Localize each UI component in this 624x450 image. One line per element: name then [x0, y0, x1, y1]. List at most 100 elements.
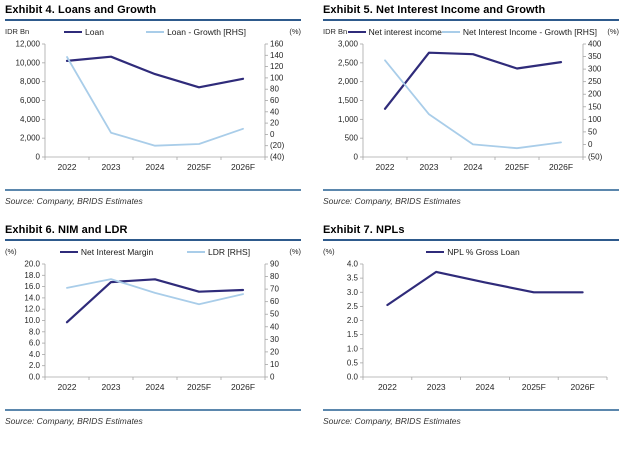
line-chart: 12,000 10,000 8,000 6,000 4,000 2,000 0 160 140 1… — [16, 40, 285, 173]
exhibit-4-panel: Exhibit 4. Loans and Growth IDR Bn Loan L… — [5, 4, 301, 206]
legend-item: Net Interest Margin — [59, 247, 153, 257]
svg-text:2,500: 2,500 — [338, 58, 359, 67]
legend-label: Net Interest Income - Growth [RHS] — [462, 26, 597, 37]
svg-text:0: 0 — [588, 140, 593, 149]
svg-text:2025F: 2025F — [522, 382, 546, 392]
svg-text:2026F: 2026F — [571, 382, 595, 392]
svg-text:10.0: 10.0 — [24, 316, 40, 325]
legend-label: Net interest income — [368, 26, 442, 37]
svg-text:1,000: 1,000 — [338, 115, 359, 124]
svg-text:12.0: 12.0 — [24, 305, 40, 314]
svg-text:140: 140 — [270, 51, 284, 60]
svg-text:2022: 2022 — [58, 382, 77, 392]
title-underline — [323, 19, 619, 21]
svg-text:6.0: 6.0 — [29, 339, 41, 348]
title-underline — [323, 239, 619, 241]
svg-text:1.5: 1.5 — [347, 330, 359, 339]
title-underline — [5, 19, 301, 21]
legend-marker-line — [59, 250, 78, 253]
svg-text:2023: 2023 — [102, 162, 121, 172]
chart-legend: Net interest income Net Interest Income -… — [347, 26, 597, 37]
svg-text:80: 80 — [270, 85, 279, 94]
svg-text:14.0: 14.0 — [24, 293, 40, 302]
svg-text:4,000: 4,000 — [20, 115, 41, 124]
legend-marker-line — [146, 30, 165, 33]
legend-item: Net Interest Income - Growth [RHS] — [441, 26, 597, 37]
exhibit-6-panel: Exhibit 6. NIM and LDR (%) Net Interest … — [5, 224, 301, 426]
svg-text:2023: 2023 — [420, 162, 439, 172]
svg-text:100: 100 — [588, 115, 602, 124]
svg-text:1,500: 1,500 — [338, 96, 359, 105]
svg-text:2.0: 2.0 — [347, 316, 359, 325]
chart-header: (%) Net Interest Margin LDR [RHS] (%) — [5, 245, 301, 258]
exhibit-7-panel: Exhibit 7. NPLs (%) NPL % Gross Loan 4.0… — [323, 224, 619, 426]
svg-text:500: 500 — [345, 134, 359, 143]
svg-text:(20): (20) — [270, 141, 285, 150]
svg-text:2,000: 2,000 — [338, 77, 359, 86]
legend-item: Loan — [64, 27, 104, 37]
right-axis-unit-label: (%) — [607, 27, 619, 36]
source-note: Source: Company, BRIDS Estimates — [5, 196, 143, 206]
svg-text:20.0: 20.0 — [24, 260, 40, 269]
legend-marker-line — [441, 30, 460, 33]
left-axis-unit-label: IDR Bn — [323, 27, 348, 36]
svg-text:0: 0 — [270, 373, 275, 382]
legend-marker-line — [187, 250, 206, 253]
svg-text:70: 70 — [270, 285, 279, 294]
source-divider — [5, 409, 301, 411]
svg-text:8.0: 8.0 — [29, 327, 41, 336]
svg-text:250: 250 — [588, 77, 602, 86]
chart-title: Exhibit 7. NPLs — [323, 224, 405, 236]
svg-text:2025F: 2025F — [187, 162, 211, 172]
svg-text:0: 0 — [36, 153, 41, 162]
left-axis-unit-label: (%) — [323, 247, 335, 256]
svg-text:60: 60 — [270, 297, 279, 306]
svg-text:50: 50 — [588, 127, 597, 136]
svg-text:2022: 2022 — [376, 162, 395, 172]
chart-header: IDR Bn Loan Loan - Growth [RHS] (%) — [5, 25, 301, 38]
chart-legend: Net Interest Margin LDR [RHS] — [43, 247, 267, 257]
source-divider — [323, 409, 619, 411]
svg-text:2026F: 2026F — [231, 382, 255, 392]
line-chart: 4.0 3.5 3.0 2.5 2.0 1.5 1.0 0.5 0.0 2022 2023 2024 2… — [347, 260, 608, 392]
legend-item: Loan - Growth [RHS] — [146, 27, 246, 37]
right-axis-unit-label: (%) — [289, 247, 301, 256]
svg-text:6,000: 6,000 — [20, 96, 41, 105]
left-axis-unit-label: IDR Bn — [5, 27, 30, 36]
svg-text:1.0: 1.0 — [347, 344, 359, 353]
svg-text:160: 160 — [270, 40, 284, 49]
chart-header: (%) NPL % Gross Loan — [323, 245, 619, 258]
line-chart: 20.0 18.0 16.0 14.0 12.0 10.0 8.0 6.0 4.0 2.0 0.0 9… — [24, 260, 279, 393]
svg-text:2.0: 2.0 — [29, 361, 41, 370]
svg-text:200: 200 — [588, 90, 602, 99]
svg-text:10: 10 — [270, 360, 279, 369]
svg-text:3.5: 3.5 — [347, 274, 359, 283]
legend-item: LDR [RHS] — [187, 247, 250, 257]
svg-text:2.5: 2.5 — [347, 302, 359, 311]
legend-marker-line — [426, 250, 445, 253]
svg-text:8,000: 8,000 — [20, 77, 41, 86]
svg-text:2025F: 2025F — [505, 162, 529, 172]
source-note: Source: Company, BRIDS Estimates — [5, 416, 143, 426]
svg-text:30: 30 — [270, 335, 279, 344]
svg-text:2024: 2024 — [464, 162, 483, 172]
source-note: Source: Company, BRIDS Estimates — [323, 416, 461, 426]
right-axis-unit-label: (%) — [289, 27, 301, 36]
legend-item: NPL % Gross Loan — [426, 246, 520, 257]
svg-text:2024: 2024 — [146, 162, 165, 172]
series-line — [383, 51, 563, 110]
svg-text:0: 0 — [270, 130, 275, 139]
svg-text:20: 20 — [270, 347, 279, 356]
title-underline — [5, 239, 301, 241]
legend-label: Loan — [85, 26, 104, 37]
svg-text:2023: 2023 — [102, 382, 121, 392]
svg-text:150: 150 — [588, 102, 602, 111]
svg-text:16.0: 16.0 — [24, 282, 40, 291]
svg-text:4.0: 4.0 — [29, 350, 41, 359]
chart-title: Exhibit 6. NIM and LDR — [5, 224, 128, 236]
exhibit-5-panel: Exhibit 5. Net Interest Income and Growt… — [323, 4, 619, 206]
legend-label: NPL % Gross Loan — [447, 246, 520, 257]
svg-text:(50): (50) — [588, 153, 603, 162]
svg-text:2024: 2024 — [476, 382, 495, 392]
svg-text:18.0: 18.0 — [24, 271, 40, 280]
